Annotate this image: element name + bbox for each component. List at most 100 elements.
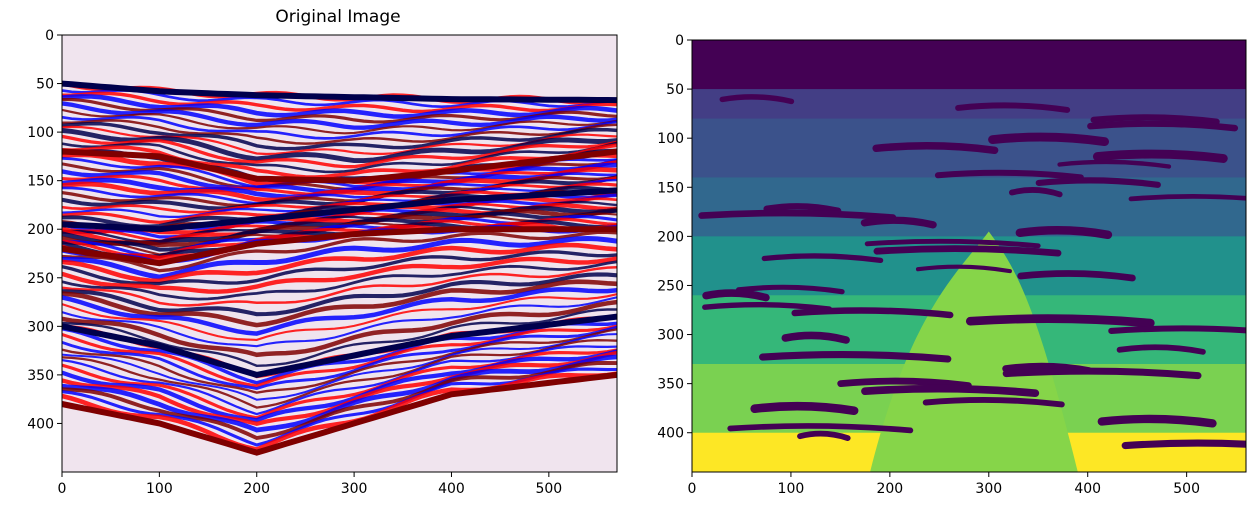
segment-boundary-stripe [955, 102, 1071, 113]
right-axis-ticks: 0 100 200 300 400 500 0 50 100 150 200 250 300 350 400 [657, 33, 1200, 497]
segment-boundary-stripe [873, 245, 1062, 257]
right-y-tick-label: 400 [657, 426, 684, 442]
seismic-band [62, 256, 617, 294]
seismic-band [62, 272, 617, 317]
seismic-band [62, 308, 617, 368]
segment-boundary-stripe [872, 142, 999, 155]
right-y-tick-label: 0 [675, 33, 684, 49]
segment-boundary-stripe [1097, 414, 1217, 428]
right-y-tick-label: 250 [657, 278, 684, 294]
left-y-tick-label: 150 [27, 174, 54, 190]
segment-boundary-stripe [1017, 270, 1136, 282]
segment-boundary-stripe [761, 253, 884, 264]
left-panel-title: Original Image [275, 7, 400, 27]
seismic-band [62, 128, 617, 164]
seismic-band [62, 115, 617, 140]
seismic-image [62, 35, 617, 472]
right-axes-frame [691, 39, 1247, 473]
seismic-band [62, 354, 617, 433]
segment-boundary-stripe [1108, 325, 1246, 334]
right-y-tick-label: 350 [657, 377, 684, 393]
left-x-tick-label: 500 [535, 481, 562, 497]
seismic-band [62, 333, 617, 401]
segment-boundary-stripe [1009, 187, 1063, 198]
seismic-band [62, 266, 617, 307]
right-x-tick-label: 500 [1173, 481, 1200, 497]
left-x-tick-label: 200 [243, 481, 270, 497]
left-y-tick-label: 0 [45, 28, 54, 44]
seismic-reflector [62, 313, 617, 378]
left-panel: Original Image 0 100 200 300 400 500 0 50 100 150… [27, 7, 618, 497]
right-x-tick-label: 0 [688, 481, 697, 497]
segment-boundary-stripe [861, 384, 1040, 398]
segment-boundary-stripe [791, 307, 954, 319]
seismic-band [62, 348, 617, 420]
seismic-image-content [62, 35, 617, 472]
seismic-band [62, 360, 617, 441]
right-y-tick-label: 100 [657, 131, 684, 147]
segmentation-content [692, 40, 1246, 472]
left-y-tick-label: 200 [27, 222, 54, 238]
seismic-band [62, 325, 617, 390]
left-x-tick-label: 400 [438, 481, 465, 497]
seismic-reflector [62, 371, 617, 456]
seismic-band [62, 101, 617, 130]
segment-boundary-stripe [702, 301, 833, 312]
left-axes-frame [61, 34, 618, 473]
segment-boundary-stripe [797, 430, 851, 441]
right-x-tick-label: 400 [1074, 481, 1101, 497]
segment-boundary-stripe [965, 314, 1155, 328]
right-panel: 0 100 200 300 400 500 0 50 100 150 200 250 300 350 400 [657, 33, 1247, 497]
segment-boundary-stripe [1057, 159, 1172, 169]
seismic-band [62, 143, 617, 179]
salt-body-region [870, 231, 1078, 472]
segment-boundary-stripe [922, 397, 1065, 408]
segment-boundary-stripe [1128, 193, 1246, 202]
left-x-tick-label: 100 [146, 481, 173, 497]
segment-boundary-stripe [1090, 114, 1220, 125]
left-axis-ticks: 0 100 200 300 400 500 0 50 100 150 200 250 300 350 400 [27, 28, 562, 497]
seismic-band [62, 121, 617, 151]
segment-boundary-stripe [750, 401, 859, 415]
right-y-tick-label: 150 [657, 180, 684, 196]
left-y-tick-label: 100 [27, 125, 54, 141]
seismic-band [62, 293, 617, 341]
seismic-band [62, 339, 617, 409]
segment-boundary-stripe [934, 169, 1084, 181]
seismic-band [62, 235, 617, 280]
seismic-reflector [62, 187, 617, 233]
segment-boundary-stripe [915, 264, 1012, 274]
segment-boundary-stripe [759, 351, 952, 363]
segment-boundary-stripe [735, 284, 845, 295]
segment-boundary-stripe [1092, 149, 1228, 163]
seismic-reflector [62, 80, 617, 104]
segment-boundary-stripe [864, 238, 1041, 249]
right-y-tick-label: 200 [657, 229, 684, 245]
segment-boundary-stripe [837, 377, 972, 389]
left-y-tick-label: 250 [27, 271, 54, 287]
left-x-tick-label: 300 [341, 481, 368, 497]
seismic-reflector [62, 148, 617, 184]
segment-boundary-stripe [1087, 120, 1239, 132]
segment-boundary-stripe [1002, 367, 1202, 380]
right-y-tick-label: 300 [657, 328, 684, 344]
segment-boundary-stripe [860, 216, 937, 229]
segment-boundary-stripe [702, 289, 770, 302]
seismic-band [62, 260, 617, 301]
seismic-band [62, 328, 617, 394]
segment-boundary-stripe [1116, 344, 1206, 355]
seismic-band [62, 287, 617, 336]
seismic-band [62, 242, 617, 284]
seismic-band [62, 299, 617, 358]
right-y-tick-label: 50 [666, 82, 684, 98]
left-y-tick-label: 300 [27, 319, 54, 335]
seismic-band [62, 134, 617, 169]
segment-boundary-stripe [719, 94, 795, 105]
seismic-band [62, 108, 617, 135]
left-y-tick-label: 50 [36, 77, 54, 93]
seismic-band [62, 141, 617, 174]
seismic-band [62, 119, 617, 145]
segmentation-image [692, 40, 1246, 472]
left-x-tick-label: 0 [58, 481, 67, 497]
